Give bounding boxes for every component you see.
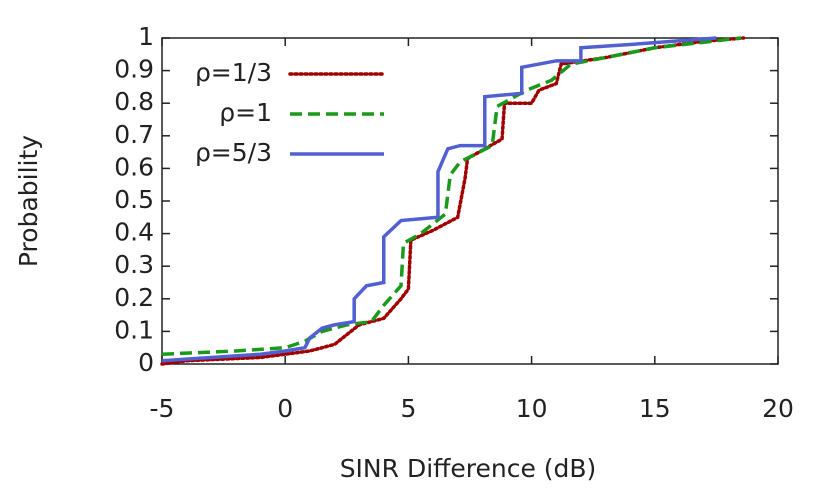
x-tick-label: 15 (639, 394, 671, 423)
x-axis-label: SINR Difference (dB) (340, 454, 597, 483)
legend-label: ρ=1 (219, 98, 272, 127)
x-tick-label: 0 (277, 394, 293, 423)
series-line (161, 36, 717, 363)
y-axis-label: Probability (14, 135, 43, 267)
x-tick-label: 10 (516, 394, 548, 423)
y-tick-label: 0.8 (114, 87, 154, 116)
x-tick-label: 5 (400, 394, 416, 423)
y-tick-label: 1 (138, 22, 154, 51)
y-tick-label: 0.3 (114, 250, 154, 279)
y-tick-label: 0.1 (114, 315, 154, 344)
y-tick-label: 0.2 (114, 283, 154, 312)
y-tick-label: 0.4 (114, 218, 154, 247)
legend-label: ρ=1/3 (195, 58, 272, 87)
x-tick-label: -5 (150, 394, 175, 423)
y-tick-label: 0.6 (114, 152, 154, 181)
y-tick-label: 0.5 (114, 185, 154, 214)
y-tick-label: 0.9 (114, 55, 154, 84)
y-tick-label: 0.7 (114, 120, 154, 149)
legend-label: ρ=5/3 (195, 138, 272, 167)
series-line (160, 36, 746, 366)
y-tick-label: 0 (138, 348, 154, 377)
x-tick-label: 20 (762, 394, 794, 423)
